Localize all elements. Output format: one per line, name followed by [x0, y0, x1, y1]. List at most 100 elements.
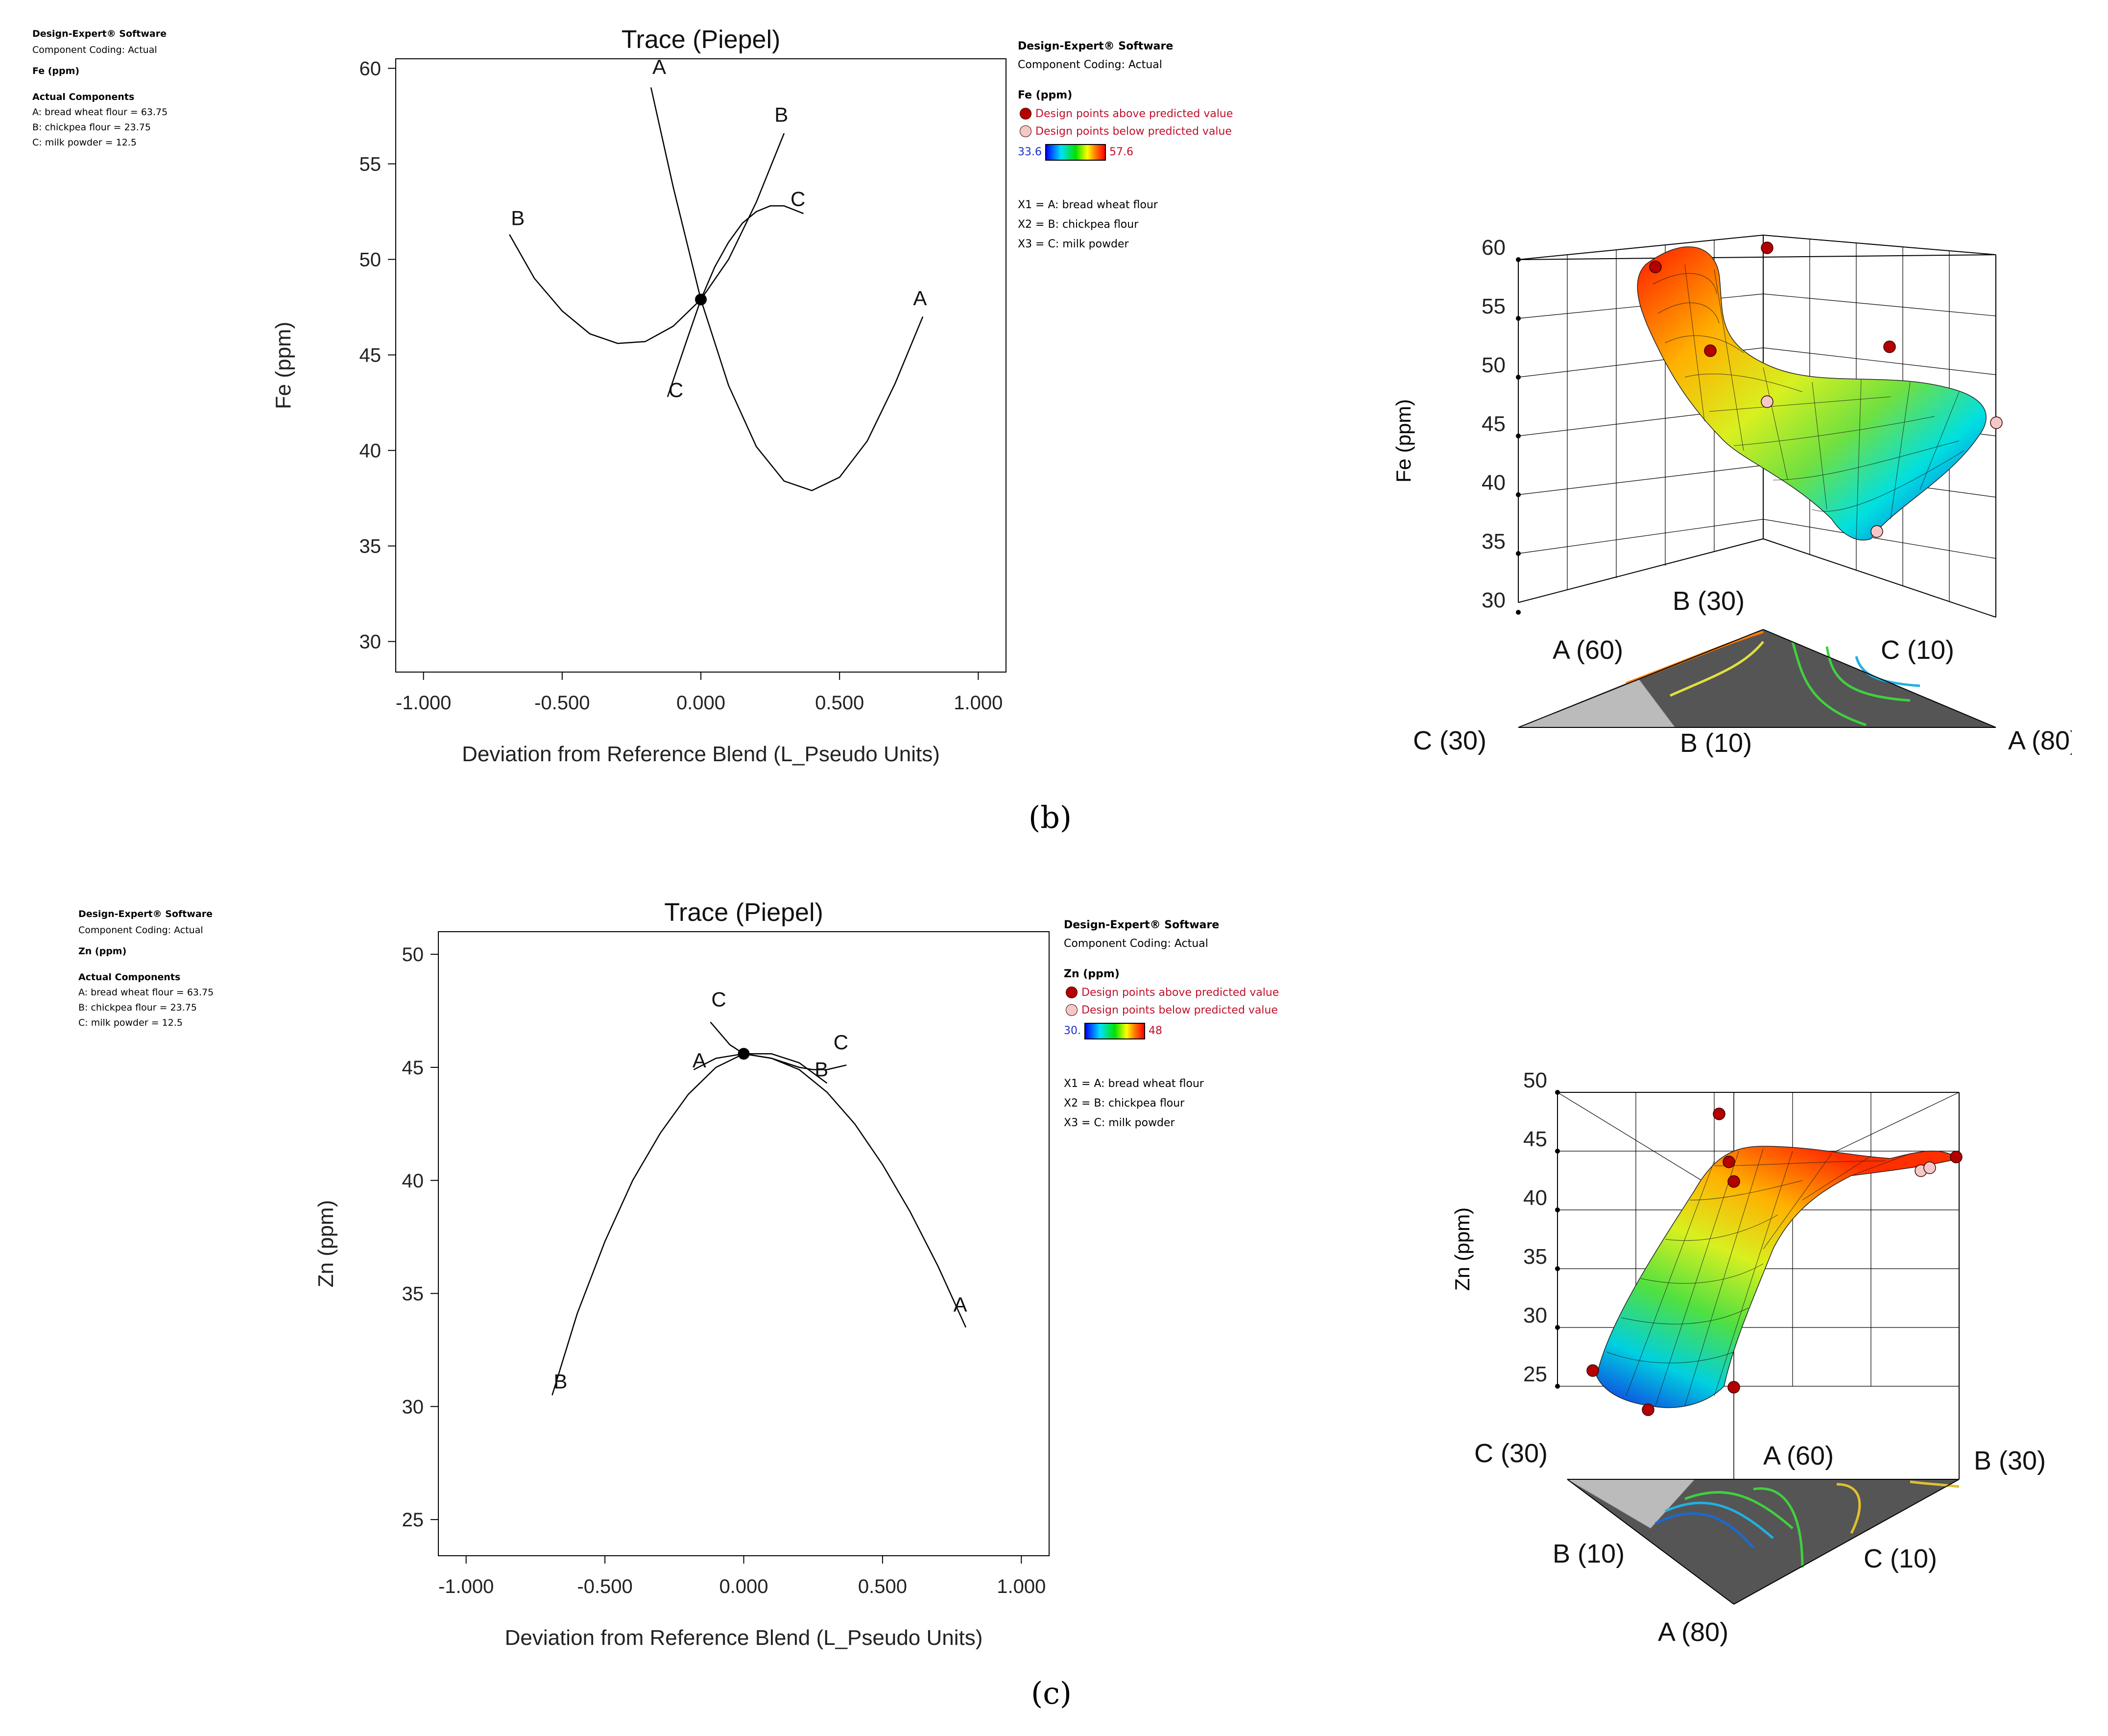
design-points-zn	[1586, 1108, 1963, 1416]
curve-label-A: A	[954, 1293, 967, 1316]
series-A-line	[693, 1053, 967, 1328]
info-response: Fe (ppm)	[32, 66, 80, 76]
curve-label-C: C	[669, 378, 683, 401]
series-C-line	[667, 205, 804, 397]
info-component-c: C: milk powder = 12.5	[32, 137, 137, 148]
corner-a60: A (60)	[1763, 1441, 1834, 1471]
curve-label-C: C	[711, 988, 726, 1011]
y-tick-label: 35	[359, 536, 382, 557]
x-tick-label: 0.000	[676, 692, 725, 714]
ztick-45: 45	[1523, 1127, 1547, 1151]
x-tick-label: 1.000	[954, 692, 1003, 714]
legend-block-zn: Design-Expert® Software Component Coding…	[1064, 920, 1279, 1137]
x-tick-label: 0.500	[815, 692, 864, 714]
info-component-a: A: bread wheat flour = 63.75	[78, 987, 214, 998]
surface-zticks-zn: 50 45 40 35 30 25	[1523, 1068, 1560, 1389]
ztick-40: 40	[1523, 1186, 1547, 1210]
curve-label-C: C	[790, 187, 805, 210]
info-block-fe: Design-Expert® Software Component Coding…	[32, 29, 168, 153]
legend-above: Design points above predicted value	[1064, 987, 1279, 998]
info-software: Design-Expert® Software	[78, 909, 213, 919]
y-tick-label: 60	[359, 58, 382, 80]
corner-b10: B (10)	[1553, 1539, 1625, 1568]
ztick-50: 50	[1482, 353, 1506, 377]
info-component-c: C: milk powder = 12.5	[78, 1017, 183, 1028]
x-tick-label: -1.000	[438, 1576, 494, 1597]
surface-mesh-fe	[1637, 246, 1987, 541]
legend-software: Design-Expert® Software	[1018, 40, 1174, 52]
corner-a80: A (80)	[2008, 726, 2072, 755]
corner-b30: B (30)	[1673, 586, 1745, 616]
corner-b10: B (10)	[1680, 728, 1752, 758]
corner-c30: C (30)	[1474, 1439, 1548, 1468]
legend-above-dot	[1066, 987, 1078, 998]
chart-title: Trace (Piepel)	[664, 898, 823, 927]
legend-below: Design points below predicted value	[1064, 1004, 1279, 1016]
legend-gradient-row: 30. 48	[1064, 1023, 1279, 1039]
series-B-line	[551, 1053, 828, 1396]
legend-software: Design-Expert® Software	[1064, 919, 1220, 931]
curve-label-B: B	[774, 103, 788, 126]
surface-corner-labels-zn: C (30) A (60) B (30) B (10) C (10) A (80…	[1474, 1439, 2046, 1647]
y-tick-label: 40	[402, 1170, 424, 1192]
surface-mesh-zn	[1596, 1146, 1960, 1408]
y-tick-label: 45	[402, 1057, 424, 1079]
info-actual-title: Actual Components	[32, 92, 135, 102]
curve-label-A: A	[693, 1049, 706, 1072]
y-tick-label: 35	[402, 1283, 424, 1305]
ztick-60: 60	[1482, 236, 1506, 260]
curve-label-C: C	[834, 1031, 848, 1054]
curve-label-A: A	[913, 287, 927, 310]
surface-mesh-lines-zn	[1606, 1148, 1911, 1406]
x-tick-label: -0.500	[577, 1576, 632, 1597]
legend-below-dot	[1066, 1004, 1078, 1016]
y-tick-label: 50	[359, 249, 382, 271]
info-component-a: A: bread wheat flour = 63.75	[32, 107, 168, 118]
ztick-30: 30	[1523, 1303, 1547, 1327]
x-tick-label: 0.500	[858, 1576, 907, 1597]
legend-var-x3: X3 = C: milk powder	[1018, 238, 1129, 250]
legend-above: Design points above predicted value	[1018, 108, 1233, 120]
ztick-40: 40	[1482, 471, 1506, 495]
corner-c30: C (30)	[1413, 726, 1486, 755]
ztick-30: 30	[1482, 588, 1506, 612]
y-tick-label: 25	[402, 1509, 424, 1531]
corner-b30: B (30)	[1974, 1446, 2046, 1475]
x-tick-label: -1.000	[396, 692, 451, 714]
info-component-b: B: chickpea flour = 23.75	[32, 122, 151, 133]
x-axis-label: Deviation from Reference Blend (L_Pseudo…	[462, 742, 940, 766]
ztick-45: 45	[1482, 412, 1506, 436]
ztick-35: 35	[1523, 1245, 1547, 1269]
surface-mesh-lines-fe	[1653, 264, 1964, 539]
color-gradient-bar	[1084, 1023, 1145, 1039]
x-tick-label: 0.000	[719, 1576, 768, 1597]
gradient-max: 57.6	[1109, 146, 1133, 158]
info-block-zn: Design-Expert® Software Component Coding…	[78, 910, 214, 1034]
surface-plot-fe: 60 55 50 45 40 35 30 Fe (ppm) B (30) A (…	[1392, 235, 2072, 758]
legend-above-dot	[1020, 108, 1031, 120]
curve-label-A: A	[652, 55, 666, 78]
x-tick-label: -0.500	[534, 692, 590, 714]
design-points-fe	[1649, 241, 2003, 538]
ztick-35: 35	[1482, 530, 1506, 554]
color-gradient-bar	[1045, 144, 1106, 161]
surface-ylabel-fe: Fe (ppm)	[1392, 399, 1415, 482]
info-actual-title: Actual Components	[78, 972, 181, 983]
reference-blend-point	[738, 1048, 750, 1060]
trace-chart-fe: Trace (Piepel) 30 35 40 45 50 55 60 -1.000 -0.500…	[271, 25, 1006, 766]
info-component-b: B: chickpea flour = 23.75	[78, 1002, 197, 1013]
corner-a80: A (80)	[1658, 1617, 1728, 1647]
reference-blend-point	[695, 293, 707, 306]
info-coding: Component Coding: Actual	[78, 925, 203, 936]
legend-below-dot	[1020, 125, 1031, 137]
y-tick-label: 55	[359, 154, 382, 175]
legend-var-x3: X3 = C: milk powder	[1064, 1117, 1175, 1129]
y-tick-label: 40	[359, 440, 382, 462]
surface-zticks-fe: 60 55 50 45 40 35 30	[1482, 236, 1521, 615]
legend-var-x1: X1 = A: bread wheat flour	[1064, 1078, 1204, 1090]
series-A-line	[650, 87, 924, 491]
gradient-min: 33.6	[1018, 146, 1042, 158]
surface-base-zn	[1566, 1479, 1960, 1605]
series-B-line	[509, 133, 785, 344]
panel-label-b: (b)	[1029, 799, 1072, 835]
